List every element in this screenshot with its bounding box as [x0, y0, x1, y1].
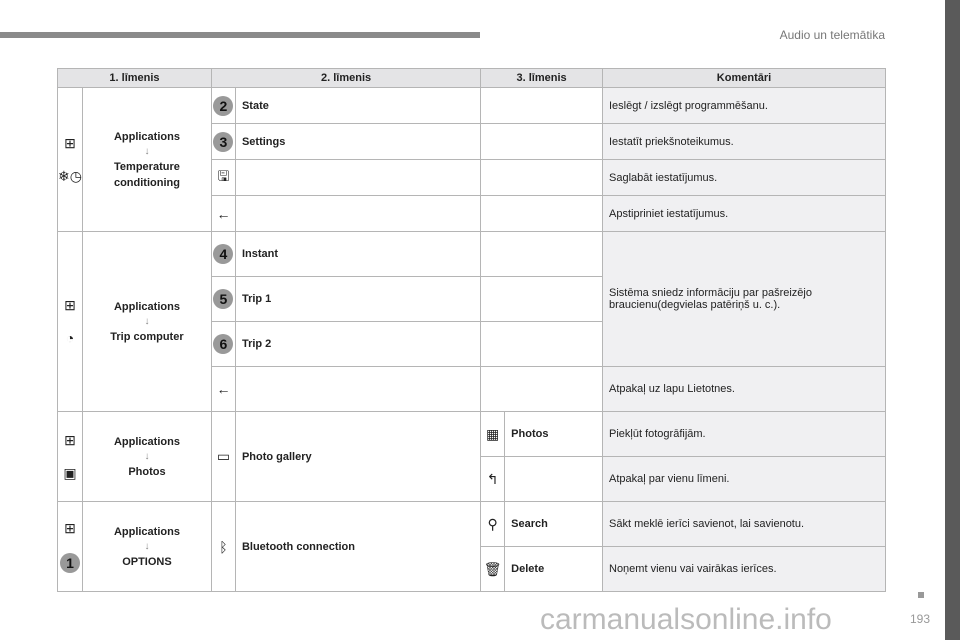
table-header: 1. līmenis 2. līmenis 3. līmenis Komentā…	[57, 68, 886, 88]
level2-label: Instant	[234, 231, 482, 277]
apps-icon-cell: ⊞ ❄◷	[57, 87, 83, 232]
watermark: carmanualsonline.info	[540, 603, 832, 636]
back-arrow-icon: ←	[210, 366, 236, 412]
section-title: Audio un telemātika	[779, 28, 885, 42]
page-number: 193	[910, 612, 931, 626]
comment: Atpakaļ uz lapu Lietotnes.	[602, 366, 886, 412]
comment: Sākt meklē ierīci savienot, lai savienot…	[602, 501, 886, 547]
number-badge: 5	[213, 289, 234, 309]
arrow-down-icon: ↓	[144, 145, 150, 157]
number-badge: 4	[213, 244, 234, 264]
level2-label: State	[234, 87, 482, 124]
side-tab	[945, 0, 960, 640]
fan-clock-icon: ❄◷	[58, 167, 82, 184]
level1-label: Applications	[113, 130, 180, 143]
table-row: 3 Settings Iestatīt priekšnoteikumus.	[58, 123, 886, 160]
grid-icon: ▦	[480, 411, 506, 457]
table-row: 🗑 Delete Noņemt vienu vai vairākas ierīc…	[58, 546, 886, 592]
folder-icon: ▭	[210, 411, 236, 502]
level1-sublabel: Trip computer	[110, 330, 184, 343]
comment: Apstipriniet iestatījumus.	[602, 195, 886, 232]
arrow-down-icon: ↓	[144, 450, 150, 462]
apps-grid-icon: ⊞	[64, 520, 76, 536]
header-level2: 2. līmenis	[210, 68, 482, 88]
level2-label: Settings	[234, 123, 482, 160]
table-row: ⊞ ◔ Applications ↓ Trip computer 4 Instant …	[57, 231, 886, 412]
comment: Saglabāt iestatījumus.	[602, 159, 886, 196]
level2-label: Trip 2	[234, 321, 482, 367]
level1-label: Applications	[113, 435, 180, 448]
arrow-down-icon: ↓	[144, 540, 150, 552]
level2-label: Trip 1	[234, 276, 482, 322]
search-icon: ⚲	[480, 501, 506, 547]
trip-computer-icon: ◔	[65, 330, 75, 346]
level1-sublabel: Photos	[128, 465, 166, 478]
back-arrow-icon: ←	[210, 195, 236, 232]
bullet-marker	[918, 592, 924, 598]
table-row: 5 Trip 1	[58, 276, 886, 322]
level1-sublabel: Temperature conditioning	[113, 160, 180, 189]
table-row: 6 Trip 2	[58, 321, 886, 367]
comment: Sistēma sniedz informāciju par pašreizēj…	[602, 231, 886, 367]
table-row: ← Apstipriniet iestatījumus.	[58, 195, 886, 232]
photos-icon: ▣	[63, 464, 77, 481]
table-row: ⊞ 1 Applications ↓ OPTIONS ᛒ Bluetooth conn…	[57, 501, 886, 592]
number-badge: 6	[213, 334, 234, 354]
arrow-down-icon: ↓	[144, 315, 150, 327]
header-level1: 1. līmenis	[57, 68, 212, 88]
level1-sublabel: OPTIONS	[122, 555, 172, 568]
level1-label: Applications	[113, 300, 180, 313]
level3-label: Delete	[504, 546, 603, 592]
table-row: ↰ Atpakaļ par vienu līmeni.	[58, 456, 886, 502]
level3-label: Search	[504, 501, 603, 547]
level2-label: Photo gallery	[234, 411, 482, 502]
number-badge: 2	[213, 95, 234, 116]
table-row: 🖫 Saglabāt iestatījumus.	[58, 159, 886, 196]
header-comments: Komentāri	[602, 68, 886, 88]
number-badge: 1	[59, 553, 80, 573]
level2-label: Bluetooth connection	[234, 501, 482, 592]
trash-icon: 🗑	[480, 546, 506, 592]
comment: Iestatīt priekšnoteikumus.	[602, 123, 886, 160]
apps-grid-icon: ⊞	[64, 134, 76, 151]
table-row: ⊞ ▣ Applications ↓ Photos ▭ Photo gallery ▦…	[57, 411, 886, 502]
level1-label: Applications	[113, 525, 180, 538]
comment: Ieslēgt / izslēgt programmēšanu.	[602, 87, 886, 124]
menu-table: 1. līmenis 2. līmenis 3. līmenis Komentā…	[57, 68, 886, 592]
number-badge: 3	[213, 131, 234, 152]
header-level3: 3. līmenis	[480, 68, 603, 88]
comment: Atpakaļ par vienu līmeni.	[602, 456, 886, 502]
comment: Piekļūt fotogrāfijām.	[602, 411, 886, 457]
apps-grid-icon: ⊞	[64, 431, 76, 448]
table-row: ⊞ ❄◷ Applications ↓ Temperature conditionin…	[57, 87, 886, 232]
save-icon: 🖫	[210, 159, 236, 196]
level3-label: Photos	[504, 411, 603, 457]
header-bar	[0, 32, 480, 38]
comment: Noņemt vienu vai vairākas ierīces.	[602, 546, 886, 592]
return-icon: ↰	[480, 456, 506, 502]
apps-grid-icon: ⊞	[64, 297, 76, 313]
bluetooth-icon: ᛒ	[210, 501, 236, 592]
